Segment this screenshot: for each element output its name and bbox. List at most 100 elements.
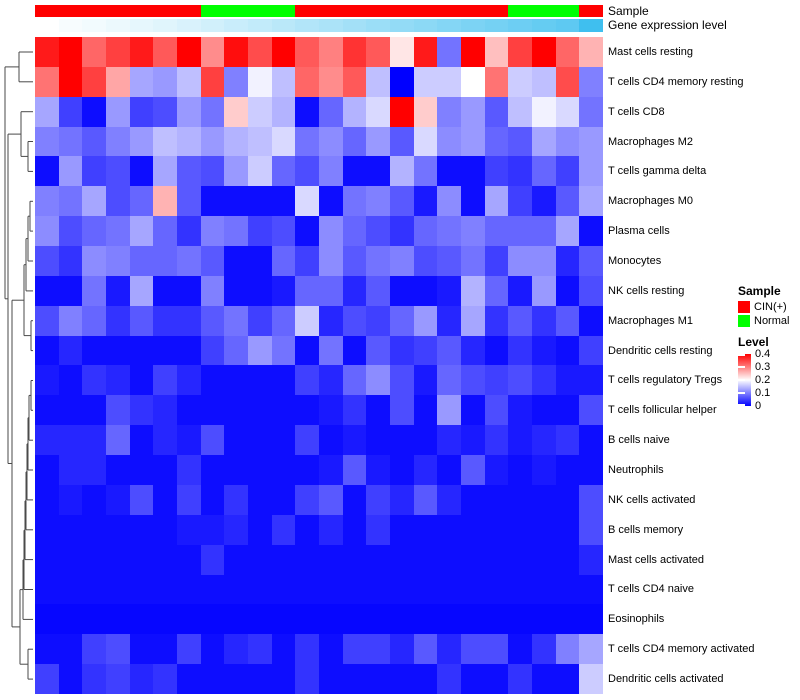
heatmap-cell bbox=[389, 455, 414, 485]
row-label: Eosinophils bbox=[608, 613, 665, 626]
heatmap-cell bbox=[484, 425, 509, 456]
heatmap-cell bbox=[82, 37, 106, 67]
heatmap-cell bbox=[318, 484, 343, 515]
heatmap-cell bbox=[389, 604, 414, 635]
heatmap-cell bbox=[460, 66, 485, 97]
gene-expression-annotation-cell bbox=[389, 19, 414, 32]
heatmap-cell bbox=[176, 455, 201, 485]
heatmap-cell bbox=[271, 544, 296, 575]
heatmap-cell bbox=[508, 365, 532, 396]
heatmap-cell bbox=[271, 156, 296, 187]
heatmap-cell bbox=[413, 484, 438, 515]
heatmap-cell bbox=[342, 574, 367, 605]
heatmap-cell bbox=[484, 216, 509, 247]
heatmap-cell bbox=[295, 634, 319, 665]
heatmap-cell bbox=[176, 66, 201, 97]
heatmap-cell bbox=[460, 484, 485, 515]
heatmap-cell bbox=[224, 604, 248, 635]
heatmap-cell bbox=[413, 66, 438, 97]
heatmap-cell bbox=[58, 156, 83, 187]
heatmap-cell bbox=[58, 96, 83, 127]
heatmap-cell bbox=[555, 395, 580, 426]
heatmap-cell bbox=[129, 514, 154, 545]
heatmap-cell bbox=[105, 604, 130, 635]
heatmap-cell bbox=[413, 634, 438, 665]
heatmap-cell bbox=[460, 455, 485, 485]
heatmap-cell bbox=[247, 66, 272, 97]
heatmap-cell bbox=[342, 365, 367, 396]
heatmap-cell bbox=[579, 425, 603, 456]
heatmap-cell bbox=[484, 305, 509, 336]
sample-annotation-cell bbox=[247, 5, 272, 17]
heatmap-cell bbox=[484, 395, 509, 426]
heatmap-cell bbox=[176, 305, 201, 336]
heatmap-cell bbox=[389, 96, 414, 127]
heatmap-cell bbox=[342, 544, 367, 575]
heatmap-cell bbox=[531, 246, 556, 276]
heatmap-cell bbox=[105, 156, 130, 187]
heatmap-cell bbox=[342, 455, 367, 485]
heatmap-cell bbox=[176, 395, 201, 426]
heatmap-cell bbox=[555, 126, 580, 157]
heatmap-cell bbox=[555, 544, 580, 575]
heatmap-cell bbox=[82, 365, 106, 396]
heatmap-cell bbox=[437, 66, 461, 97]
heatmap-cell bbox=[531, 156, 556, 187]
heatmap-cell bbox=[105, 664, 130, 694]
heatmap-cell bbox=[58, 365, 83, 396]
heatmap-cell bbox=[389, 425, 414, 456]
heatmap-cell bbox=[271, 216, 296, 247]
heatmap-cell bbox=[555, 156, 580, 187]
heatmap-cell bbox=[484, 246, 509, 276]
row-label: T cells CD4 memory resting bbox=[608, 75, 744, 88]
heatmap-cell bbox=[82, 514, 106, 545]
heatmap-cell bbox=[389, 275, 414, 306]
heatmap-cell bbox=[555, 335, 580, 366]
heatmap-cell bbox=[176, 126, 201, 157]
heatmap-cell bbox=[366, 395, 390, 426]
heatmap-cell bbox=[200, 96, 225, 127]
heatmap-cell bbox=[82, 186, 106, 217]
heatmap-cell bbox=[247, 395, 272, 426]
gene-expression-annotation-bar bbox=[35, 19, 603, 32]
heatmap-cell bbox=[437, 305, 461, 336]
heatmap-cell bbox=[153, 305, 177, 336]
row-label: B cells naive bbox=[608, 434, 670, 447]
heatmap-cell bbox=[342, 96, 367, 127]
heatmap-cell bbox=[318, 156, 343, 187]
heatmap-cell bbox=[366, 275, 390, 306]
heatmap-cell bbox=[555, 514, 580, 545]
sample-annotation-cell bbox=[58, 5, 83, 17]
heatmap-cell bbox=[484, 544, 509, 575]
heatmap-cell bbox=[295, 156, 319, 187]
heatmap-cell bbox=[366, 335, 390, 366]
gene-expression-annotation-cell bbox=[508, 19, 532, 32]
heatmap-cell bbox=[318, 37, 343, 67]
heatmap-cell bbox=[366, 96, 390, 127]
heatmap-cell bbox=[295, 514, 319, 545]
heatmap-cell bbox=[35, 96, 59, 127]
heatmap-cell bbox=[460, 514, 485, 545]
heatmap-cell bbox=[295, 216, 319, 247]
heatmap-cell bbox=[531, 275, 556, 306]
heatmap-cell bbox=[342, 126, 367, 157]
heatmap-cell bbox=[247, 514, 272, 545]
heatmap-cell bbox=[200, 455, 225, 485]
heatmap-cell bbox=[176, 37, 201, 67]
sample-annotation-cell bbox=[579, 5, 603, 17]
heatmap-cell bbox=[58, 604, 83, 635]
heatmap-cell bbox=[153, 37, 177, 67]
heatmap-cell bbox=[508, 425, 532, 456]
heatmap-cell bbox=[153, 634, 177, 665]
heatmap-cell bbox=[58, 246, 83, 276]
heatmap-cell bbox=[153, 275, 177, 306]
heatmap-cell bbox=[508, 544, 532, 575]
heatmap-cell bbox=[224, 186, 248, 217]
heatmap-cell bbox=[153, 484, 177, 515]
gene-annotation-label: Gene expression level bbox=[608, 18, 727, 32]
heatmap-cell bbox=[295, 246, 319, 276]
heatmap-cell bbox=[271, 395, 296, 426]
heatmap-cell bbox=[579, 574, 603, 605]
heatmap-cell bbox=[437, 634, 461, 665]
heatmap-cell bbox=[247, 96, 272, 127]
